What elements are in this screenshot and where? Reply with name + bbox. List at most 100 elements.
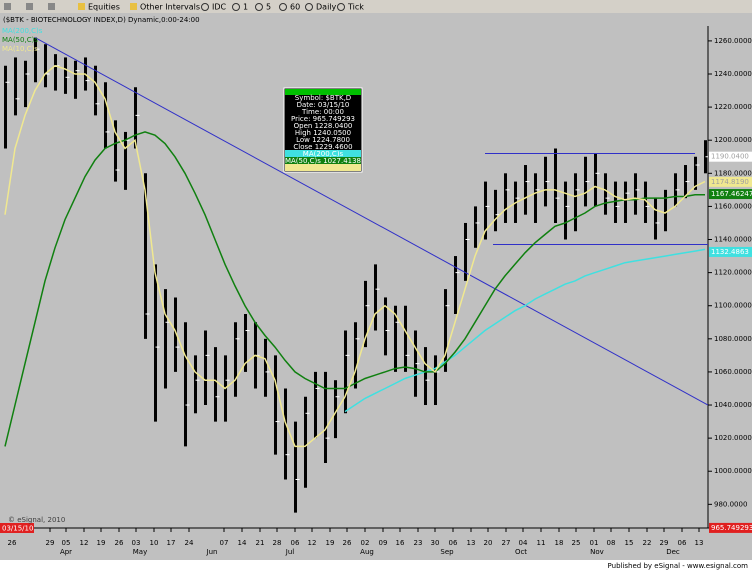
toolbar [0, 0, 752, 13]
x-tick-label: 07 [220, 539, 229, 547]
tooltip-line: Date: 03/15/10 [297, 101, 350, 109]
tooltip-band [285, 150, 361, 157]
toolbar-item[interactable]: 1 [243, 3, 248, 12]
x-tick-label: 29 [660, 539, 669, 547]
icon[interactable] [337, 3, 345, 11]
x-tick-label: 27 [502, 539, 511, 547]
price-label: 965.749293 [711, 524, 752, 532]
price-label: 1174.8190 [711, 178, 749, 186]
price-label-bg [709, 189, 752, 200]
tooltip-line: MA(200,C)s [303, 150, 344, 158]
x-tick-label: 14 [238, 539, 247, 547]
month-label: Oct [515, 548, 527, 556]
tooltip-band [285, 164, 361, 171]
price-label-bg [709, 522, 752, 533]
moving-average [4, 64, 706, 448]
tooltip-band [285, 157, 361, 164]
x-tick-label: 29 [46, 539, 55, 547]
icon[interactable] [279, 3, 287, 11]
date-label-bg [0, 523, 34, 533]
x-tick-label: 12 [80, 539, 89, 547]
price-label-bg [709, 246, 752, 257]
toolbar-item[interactable]: Other Intervals [140, 3, 200, 12]
x-tick-label: 06 [449, 539, 458, 547]
x-tick-label: 28 [273, 539, 282, 547]
icon [26, 3, 33, 10]
icon[interactable] [78, 3, 85, 10]
price-label: 1167.46247 [711, 190, 752, 198]
toolbar-item[interactable]: IDC [212, 3, 227, 12]
tooltip-header [285, 89, 361, 95]
tooltip-line: Low 1224.7800 [296, 136, 350, 144]
month-label: Sep [440, 548, 454, 556]
month-label: Apr [60, 548, 72, 556]
y-tick-label: 1000.0000 [714, 467, 752, 475]
x-tick-label: 19 [326, 539, 335, 547]
x-tick-label: 26 [115, 539, 124, 547]
x-tick-label: 08 [607, 539, 616, 547]
y-tick-label: 1240.0000 [714, 70, 752, 78]
tooltip-line: Time: 00:00 [301, 108, 344, 116]
x-tick-label: 25 [572, 539, 581, 547]
price-label: 1132.4863 [711, 248, 749, 256]
price-label: 1190.0400 [711, 153, 749, 161]
tooltip-line: Symbol: $BTK,D [295, 94, 351, 102]
x-tick-label: 18 [555, 539, 564, 547]
moving-average [4, 131, 705, 447]
toolbar-item[interactable]: Daily [316, 3, 337, 12]
icon[interactable] [130, 3, 137, 10]
y-tick-label: 1220.0000 [714, 103, 752, 111]
y-tick-label: 1160.0000 [714, 202, 752, 210]
tooltip-line: Price: 965.749293 [291, 115, 355, 123]
x-tick-label: 17 [167, 539, 176, 547]
tooltip-line: High 1240.0500 [295, 129, 351, 137]
x-tick-label: 12 [308, 539, 317, 547]
toolbar-item[interactable]: Equities [88, 3, 120, 12]
toolbar-item[interactable]: Tick [347, 3, 364, 12]
legend-entry: MA(10,C)s [2, 45, 38, 53]
x-tick-label: 03 [132, 539, 141, 547]
y-tick-label: 980.0000 [714, 500, 747, 508]
toolbar-item[interactable]: 5 [266, 3, 271, 12]
legend-entry: MA(50,C)s [2, 36, 38, 44]
y-tick-label: 1020.0000 [714, 434, 752, 442]
tooltip-line: Close 1229.4600 [293, 143, 352, 151]
icon [4, 3, 11, 10]
x-tick-label: 13 [695, 539, 704, 547]
toolbar-items: Equities Other Intervals IDC 1 5 60 Dail… [4, 3, 364, 12]
x-tick-label: 26 [8, 539, 17, 547]
x-tick-label: 26 [343, 539, 352, 547]
y-tick-label: 1180.0000 [714, 169, 752, 177]
y-tick-label: 1100.0000 [714, 302, 752, 310]
toolbar-item[interactable]: 60 [290, 3, 300, 12]
month-label: Jun [206, 548, 218, 556]
x-tick-label: 02 [361, 539, 370, 547]
y-tick-label: 1260.0000 [714, 37, 752, 45]
y-tick-label: 1080.0000 [714, 335, 752, 343]
copyright: © eSignal, 2010 [8, 516, 65, 524]
icon[interactable] [232, 3, 240, 11]
icon[interactable] [305, 3, 313, 11]
x-tick-label: 06 [291, 539, 300, 547]
x-tick-label: 11 [537, 539, 546, 547]
footer: Published by eSignal - www.esignal.com [608, 562, 749, 570]
month-label: Dec [666, 548, 680, 556]
x-tick-label: 20 [484, 539, 493, 547]
x-tick-label: 22 [643, 539, 652, 547]
date-label: 03/15/10 [2, 525, 33, 533]
month-label: Jul [285, 548, 295, 556]
icon[interactable] [201, 3, 209, 11]
moving-average [344, 248, 706, 413]
x-tick-label: 04 [519, 539, 528, 547]
x-tick-label: 09 [379, 539, 388, 547]
plot [4, 37, 708, 513]
icon [48, 3, 55, 10]
icon[interactable] [255, 3, 263, 11]
legend-entry: MA(200,C)s [2, 27, 43, 35]
x-tick-label: 23 [414, 539, 423, 547]
x-tick-label: 06 [678, 539, 687, 547]
footer-bg [0, 560, 752, 572]
month-label: Aug [360, 548, 374, 556]
